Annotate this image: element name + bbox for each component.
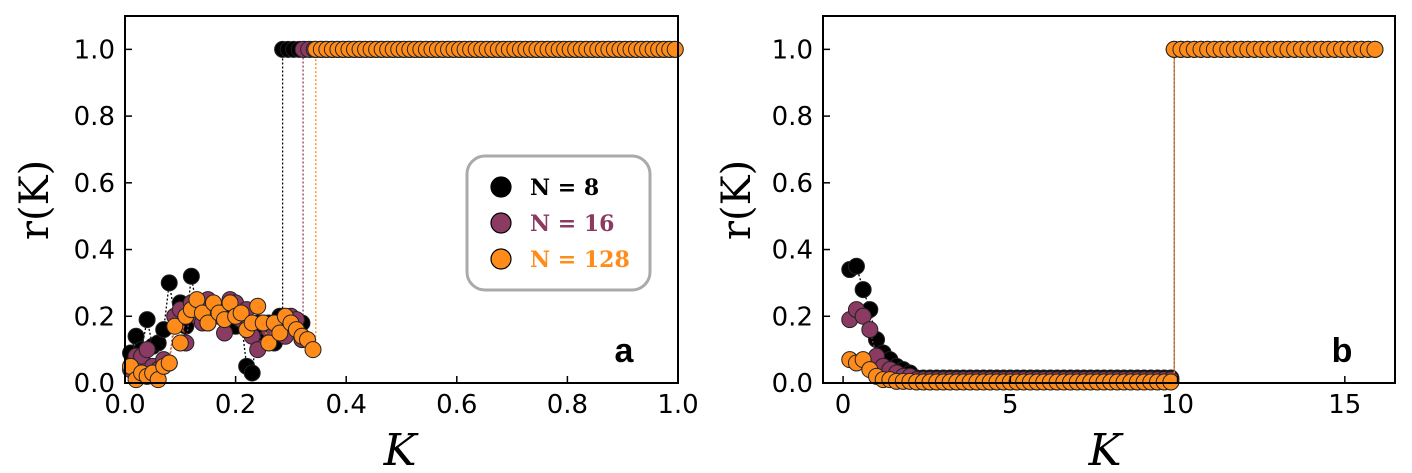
legend-item-n16: N = 16 — [490, 211, 614, 237]
panel-a-data-point — [182, 267, 200, 285]
legend-marker-n16 — [490, 212, 512, 234]
panel-b-data-point — [861, 321, 879, 339]
panel-b-axes: 0 5 10 15 0.0 0.2 0.4 0.6 0.8 1.0 — [772, 35, 1362, 420]
panel-a-axes: 0.0 0.2 0.4 0.6 0.8 1.0 0.0 0.2 0.4 0.6 0.8 1.0 — [74, 35, 699, 420]
panel-b-series-line-0 — [849, 49, 1175, 379]
legend: N = 8 N = 16 N = 128 — [465, 154, 652, 292]
panel-a-x-tick-label: 0.0 — [104, 390, 145, 420]
legend-marker-n128 — [490, 248, 512, 270]
legend-marker-n8 — [490, 176, 512, 198]
panel-a-data-point — [232, 304, 250, 322]
panel-b-y-tick-label: 0.8 — [772, 102, 813, 132]
panel-b-label: b — [1332, 332, 1353, 370]
panel-b-x-axis-label: K — [1088, 425, 1124, 473]
panel-b-frame — [822, 15, 1396, 384]
panel-b-x-tick-label: 5 — [1002, 390, 1019, 420]
panel-b-x-tick-label: 10 — [1161, 390, 1194, 420]
panel-a-y-tick-label: 0.2 — [74, 302, 115, 332]
panel-a-x-axis-label: K — [383, 425, 419, 473]
panel-a-y-tick-label: 0.6 — [74, 169, 115, 199]
panel-a-x-tick-label: 0.4 — [326, 390, 367, 420]
legend-box — [465, 154, 652, 292]
panel-b-x-tick-label: 15 — [1328, 390, 1361, 420]
panel-b-x-tick-label: 0 — [835, 390, 852, 420]
panel-a-data-point — [304, 341, 322, 359]
panel-a-data-point — [666, 40, 684, 58]
panel-a-data-point — [166, 317, 184, 335]
panel-a-frame — [124, 15, 679, 384]
panel-b-y-tick-label: 0.0 — [772, 369, 813, 399]
panel-a: 0.0 0.2 0.4 0.6 0.8 1.0 0.0 0.2 0.4 0.6 0.8 1.0 K r… — [12, 15, 699, 473]
panel-b-plot-area — [841, 40, 1384, 391]
panel-b-data-point — [854, 281, 872, 299]
panel-a-plot-area — [122, 40, 684, 389]
panel-a-y-axis-label: r(K) — [12, 160, 58, 240]
panel-a-data-point — [199, 314, 217, 332]
panel-a-x-tick-label: 0.2 — [215, 390, 256, 420]
panel-a-x-tick-label: 0.6 — [436, 390, 477, 420]
panel-a-y-tick-label: 0.4 — [74, 236, 115, 266]
panel-a-data-point — [138, 341, 156, 359]
panel-b-data-point — [1366, 40, 1384, 58]
panel-a-data-point — [160, 274, 178, 292]
legend-label-n16: N = 16 — [530, 211, 614, 237]
panel-b-y-tick-label: 0.6 — [772, 169, 813, 199]
panel-b-y-tick-label: 0.4 — [772, 236, 813, 266]
legend-label-n128: N = 128 — [530, 247, 630, 273]
panel-b-y-tick-label: 0.2 — [772, 302, 813, 332]
panel-a-y-tick-label: 1.0 — [74, 35, 115, 65]
panel-a-y-tick-label: 0.0 — [74, 369, 115, 399]
panel-a-data-point — [260, 334, 278, 352]
legend-item-n8: N = 8 — [490, 175, 599, 201]
panel-b-series-line-2 — [849, 49, 1175, 383]
panel-a-data-point — [138, 311, 156, 329]
panel-a-data-point — [271, 324, 289, 342]
panel-b-y-axis-label: r(K) — [714, 160, 760, 240]
panel-a-label: a — [615, 332, 635, 370]
panel-b-y-tick-label: 1.0 — [772, 35, 813, 65]
legend-label-n8: N = 8 — [530, 175, 599, 201]
panel-b: 0 5 10 15 0.0 0.2 0.4 0.6 0.8 1.0 K r(K) b — [714, 15, 1396, 473]
panel-b-data-point — [847, 257, 865, 275]
panel-a-x-tick-label: 1.0 — [657, 390, 698, 420]
panel-b-data-point — [854, 307, 872, 325]
panel-a-data-point — [243, 364, 261, 382]
panel-a-data-point — [160, 354, 178, 372]
panel-a-x-tick-label: 0.8 — [547, 390, 588, 420]
panel-a-y-tick-label: 0.8 — [74, 102, 115, 132]
panel-b-series-line-1 — [849, 49, 1175, 381]
panel-a-data-point — [249, 297, 267, 315]
legend-item-n128: N = 128 — [490, 247, 630, 273]
panel-a-data-point — [171, 334, 189, 352]
